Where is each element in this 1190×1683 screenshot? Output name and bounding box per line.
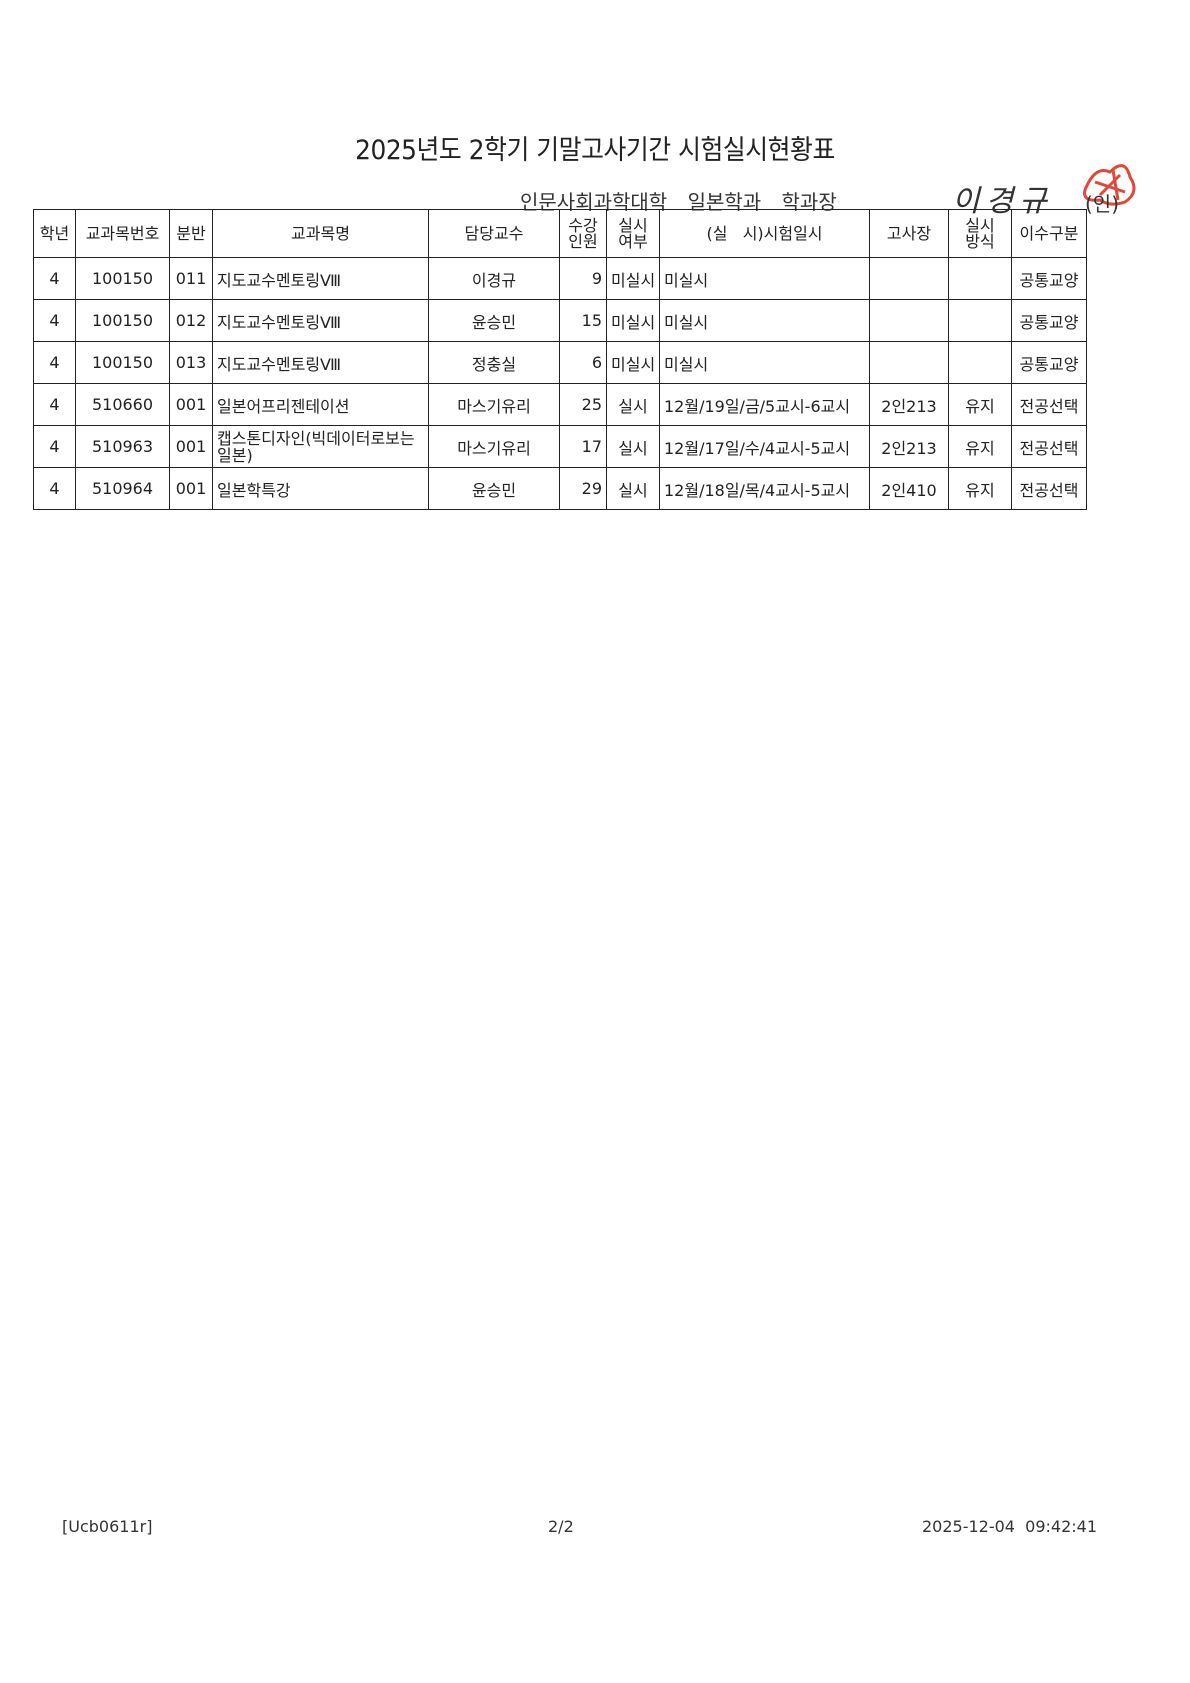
table-row: 4 510963 001 캡스톤디자인(빅데이터로보는일본) 마스기유리 17 실시 12월/… (33, 425, 1087, 468)
table-cell: 013 (169, 341, 213, 384)
table-cell (948, 299, 1012, 342)
column-header: 담당교수 (428, 209, 560, 258)
table-cell: 윤승민 (428, 299, 560, 342)
column-header: 이수구분 (1011, 209, 1087, 258)
table-row: 4 510964 001 일본학특강 윤승민 29 실시 12월/18일/목/4교시-5교시 2… (33, 467, 1087, 510)
table-cell: 4 (33, 425, 76, 468)
column-header: 실시 여부 (606, 209, 660, 258)
table-cell: 9 (559, 257, 607, 300)
table-cell: 12월/18일/목/4교시-5교시 (659, 467, 870, 510)
table-cell: 4 (33, 467, 76, 510)
table-cell: 마스기유리 (428, 383, 560, 426)
table-cell: 미실시 (606, 257, 660, 300)
table-cell: 미실시 (659, 341, 870, 384)
table-cell: 510660 (75, 383, 170, 426)
table-cell: 실시 (606, 467, 660, 510)
table-cell: 미실시 (659, 257, 870, 300)
column-header: 교과목번호 (75, 209, 170, 258)
print-timestamp: 2025-12-04 09:42:41 (922, 1517, 1098, 1536)
table-cell: 510963 (75, 425, 170, 468)
table-cell: 공통교양 (1011, 341, 1087, 384)
table-cell: 2인213 (869, 383, 949, 426)
table-cell: 012 (169, 299, 213, 342)
table-cell: 마스기유리 (428, 425, 560, 468)
table-cell: 캡스톤디자인(빅데이터로보는일본) (212, 425, 429, 468)
table-cell: 4 (33, 341, 76, 384)
table-cell: 일본학특강 (212, 467, 429, 510)
table-cell: 15 (559, 299, 607, 342)
table-cell (869, 341, 949, 384)
table-cell: 공통교양 (1011, 257, 1087, 300)
table-cell: 6 (559, 341, 607, 384)
table-cell: 전공선택 (1011, 425, 1087, 468)
table-row: 4 100150 012 지도교수멘토링Ⅷ 윤승민 15 미실시 미실시 공통교양 (33, 299, 1087, 342)
exam-status-table: 학년 교과목번호 분반 교과목명 담당교수 수강 인원 실시 여부 (실 시)시험일시 고사장 실… (33, 209, 1087, 510)
table-cell (948, 257, 1012, 300)
table-cell: 정충실 (428, 341, 560, 384)
column-header: (실 시)시험일시 (659, 209, 870, 258)
column-header: 학년 (33, 209, 76, 258)
table-cell: 2인213 (869, 425, 949, 468)
column-header: 고사장 (869, 209, 949, 258)
table-cell: 지도교수멘토링Ⅷ (212, 257, 429, 300)
table-cell: 510964 (75, 467, 170, 510)
column-header: 수강 인원 (559, 209, 607, 258)
table-cell: 실시 (606, 425, 660, 468)
table-cell: 일본어프리젠테이션 (212, 383, 429, 426)
table-cell: 미실시 (606, 341, 660, 384)
table-cell: 011 (169, 257, 213, 300)
table-cell: 유지 (948, 467, 1012, 510)
table-header-row: 학년 교과목번호 분반 교과목명 담당교수 수강 인원 실시 여부 (실 시)시험일시 고사장 실… (33, 209, 1087, 258)
table-cell: 전공선택 (1011, 467, 1087, 510)
report-code: [Ucb0611r] (62, 1517, 153, 1536)
table-cell: 지도교수멘토링Ⅷ (212, 299, 429, 342)
table-cell: 지도교수멘토링Ⅷ (212, 341, 429, 384)
column-header: 분반 (169, 209, 213, 258)
table-cell: 전공선택 (1011, 383, 1087, 426)
table-cell: 001 (169, 425, 213, 468)
table-row: 4 100150 013 지도교수멘토링Ⅷ 정충실 6 미실시 미실시 공통교양 (33, 341, 1087, 384)
table-row: 4 510660 001 일본어프리젠테이션 마스기유리 25 실시 12월/19일/금/5교… (33, 383, 1087, 426)
table-cell: 17 (559, 425, 607, 468)
table-cell: 001 (169, 467, 213, 510)
table-cell: 12월/17일/수/4교시-5교시 (659, 425, 870, 468)
column-header: 교과목명 (212, 209, 429, 258)
table-row: 4 100150 011 지도교수멘토링Ⅷ 이경규 9 미실시 미실시 공통교양 (33, 257, 1087, 300)
table-cell: 25 (559, 383, 607, 426)
table-cell: 실시 (606, 383, 660, 426)
page-title: 2025년도 2학기 기말고사기간 시험실시현황표 (355, 135, 835, 166)
table-cell: 유지 (948, 383, 1012, 426)
table-cell: 미실시 (606, 299, 660, 342)
table-cell: 4 (33, 257, 76, 300)
table-cell (869, 299, 949, 342)
column-header: 실시 방식 (948, 209, 1012, 258)
table-cell: 12월/19일/금/5교시-6교시 (659, 383, 870, 426)
table-cell: 100150 (75, 299, 170, 342)
table-cell (869, 257, 949, 300)
table-cell: 이경규 (428, 257, 560, 300)
table-cell: 미실시 (659, 299, 870, 342)
table-cell: 100150 (75, 257, 170, 300)
page-number: 2/2 (548, 1517, 574, 1536)
table-cell: 2인410 (869, 467, 949, 510)
table-cell: 100150 (75, 341, 170, 384)
table-cell: 공통교양 (1011, 299, 1087, 342)
table-cell: 4 (33, 299, 76, 342)
seal-mark: (인) (1085, 192, 1120, 216)
table-cell: 4 (33, 383, 76, 426)
table-cell: 29 (559, 467, 607, 510)
table-cell: 윤승민 (428, 467, 560, 510)
table-cell: 유지 (948, 425, 1012, 468)
seal-stamp-icon (1083, 164, 1136, 206)
table-cell: 001 (169, 383, 213, 426)
table-cell (948, 341, 1012, 384)
